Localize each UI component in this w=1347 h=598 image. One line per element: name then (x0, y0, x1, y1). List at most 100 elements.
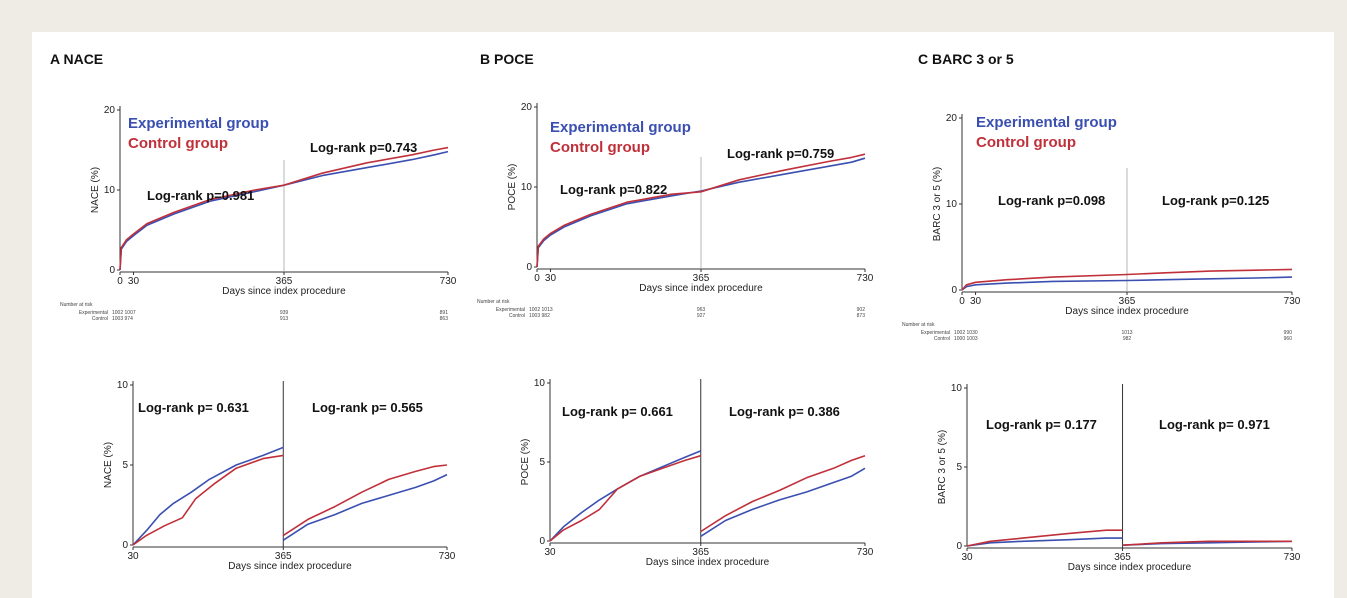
panel-A-top-risk-value-0-0: 1002 1007 (112, 310, 136, 316)
panel-C-top-risk-value-0-0: 1002 1030 (954, 330, 978, 336)
panel-A-top-x-label: Days since index procedure (222, 286, 346, 297)
panel-C-bottom-pvalue-1: Log-rank p= 0.971 (1159, 417, 1270, 432)
panel-B-top-y-label: POCE (%) (507, 164, 518, 211)
panel-C-top-xtick-label-0: 0 (959, 296, 965, 307)
panel-A-bottom-series-experimental (132, 446, 448, 546)
panel-A-bottom-y-label: NACE (%) (103, 442, 114, 488)
panel-A-bottom-ytick-label-2: 10 (117, 380, 129, 391)
panel-B-bottom-xtick-label-0: 30 (544, 547, 556, 558)
panel-B-top-pvalue-1: Log-rank p=0.759 (727, 146, 834, 161)
panel-A-top-risk-row-name-0: Experimental (79, 310, 108, 316)
panel-B-top-xtick-label-3: 730 (857, 273, 874, 284)
panel-C-bottom-xtick-label-1: 365 (1114, 552, 1131, 563)
panel-A-top-y-label: NACE (%) (90, 167, 101, 213)
panel-C-top-pvalue-1: Log-rank p=0.125 (1162, 193, 1269, 208)
figure-panel (32, 32, 1334, 598)
panel-C-top-ytick-label-2: 20 (946, 113, 958, 124)
panel-C-bottom-ytick-label-0: 0 (956, 541, 962, 552)
panel-A-top-risk-value-0-1: 939 (280, 310, 289, 316)
panel-C-top-risk-label: Number at risk (902, 322, 935, 328)
panel-A-bottom-pvalue-1: Log-rank p= 0.565 (312, 400, 423, 415)
panel-C-top-risk-value-1-2: 960 (1284, 336, 1293, 342)
panel-C-top-xtick-label-3: 730 (1284, 296, 1301, 307)
panel-B-top-xtick-label-2: 365 (693, 273, 710, 284)
panel-C-top-risk-value-0-2: 990 (1284, 330, 1293, 336)
panel-B-title: B POCE (480, 51, 534, 67)
panel-B-bottom-ytick-label-0: 0 (539, 536, 545, 547)
panel-A-bottom-ytick-label-1: 5 (122, 460, 128, 471)
panel-B-top-ytick-label-0: 0 (526, 262, 532, 273)
panel-C-top-risk-row-name-0: Experimental (921, 330, 950, 336)
panel-B-top-pvalue-0: Log-rank p=0.822 (560, 182, 667, 197)
panel-C-bottom-xtick-label-0: 30 (961, 552, 973, 563)
panel-A-bottom-series-control (132, 454, 448, 546)
panel-A-title: A NACE (50, 51, 103, 67)
panel-A-bottom-x-label: Days since index procedure (228, 561, 352, 572)
panel-A-top-xtick-label-1: 30 (128, 276, 140, 287)
panel-B-bottom-ytick-label-2: 10 (534, 378, 546, 389)
panel-C-top-pvalue-0: Log-rank p=0.098 (998, 193, 1105, 208)
panel-C-top-xtick-label-2: 365 (1119, 296, 1136, 307)
panel-B-top-ytick-label-1: 10 (521, 182, 533, 193)
panel-C-top-risk-value-1-1: 982 (1123, 336, 1132, 342)
panel-A-top-ytick-label-2: 20 (104, 105, 116, 116)
panel-B-bottom-xtick-label-2: 730 (857, 547, 874, 558)
panel-A-bottom-xtick-label-0: 30 (127, 551, 139, 562)
panel-C-top-series-control (961, 268, 1293, 291)
panel-A-top-risk-value-1-0: 1003 974 (112, 316, 133, 322)
panel-B-bottom-pvalue-0: Log-rank p= 0.661 (562, 404, 673, 419)
panel-B-top-risk-value-1-1: 927 (697, 313, 706, 319)
panel-B-top-legend-experimental: Experimental group (550, 119, 691, 136)
panel-C-top-xtick-label-1: 30 (970, 296, 982, 307)
panel-C-top-x-label: Days since index procedure (1065, 306, 1189, 317)
panel-B-top-risk-label: Number at risk (477, 299, 510, 305)
panel-A-bottom-ytick-label-0: 0 (122, 540, 128, 551)
panel-B-bottom-xtick-label-1: 365 (692, 547, 709, 558)
panel-C-top-series-experimental (961, 276, 1293, 291)
panel-A-bottom-xtick-label-1: 365 (275, 551, 292, 562)
panel-B-top-risk-row-name-1: Control (509, 313, 525, 319)
panel-B-top-xtick-label-1: 30 (545, 273, 557, 284)
panel-B-top-legend-control: Control group (550, 139, 650, 156)
panel-B-top-risk-row-name-0: Experimental (496, 307, 525, 313)
panel-A-top-legend-control: Control group (128, 135, 228, 152)
panel-A-top-risk-value-0-2: 891 (440, 310, 449, 316)
panel-C-top-ytick-label-0: 0 (951, 285, 957, 296)
panel-B-top-x-label: Days since index procedure (639, 283, 763, 294)
panel-C-top-legend-experimental: Experimental group (976, 114, 1117, 131)
panel-C-top-risk-value-0-1: 1013 (1121, 330, 1132, 336)
panel-A-top-series-experimental (119, 150, 449, 271)
panel-A-top-ytick-label-0: 0 (109, 265, 115, 276)
panel-B-bottom-pvalue-1: Log-rank p= 0.386 (729, 404, 840, 419)
panel-A-top-risk-row-name-1: Control (92, 316, 108, 322)
panel-A-top-xtick-label-3: 730 (440, 276, 457, 287)
panel-A-top-series-control (119, 146, 449, 271)
panel-B-top-series-experimental (536, 157, 866, 268)
panel-A-top-pvalue-0: Log-rank p=0.981 (147, 188, 254, 203)
panel-B-top-risk-value-0-0: 1002 1013 (529, 307, 553, 313)
panel-C-top-risk-row-name-1: Control (934, 336, 950, 342)
panel-B-top-xtick-label-0: 0 (534, 273, 540, 284)
panel-C-title: C BARC 3 or 5 (918, 51, 1014, 67)
panel-B-bottom-ytick-label-1: 5 (539, 457, 545, 468)
panel-B-bottom-x-label: Days since index procedure (646, 557, 770, 568)
panel-A-top-xtick-label-0: 0 (117, 276, 123, 287)
panel-B-top-risk-value-0-1: 963 (697, 307, 706, 313)
panel-C-top-y-label: BARC 3 or 5 (%) (932, 167, 943, 241)
panel-A-top-risk-value-1-2: 863 (440, 316, 449, 322)
panel-A-top-legend-experimental: Experimental group (128, 115, 269, 132)
panel-A-top-ytick-label-1: 10 (104, 185, 116, 196)
panel-B-top-series-control (536, 153, 866, 268)
panel-A-top-risk-value-1-1: 913 (280, 316, 289, 322)
panel-C-top-risk-value-1-0: 1000 1003 (954, 336, 978, 342)
panel-C-top-legend-control: Control group (976, 134, 1076, 151)
panel-C-top-ytick-label-1: 10 (946, 199, 958, 210)
panel-A-bottom-xtick-label-2: 730 (439, 551, 456, 562)
panel-C-bottom-y-label: BARC 3 or 5 (%) (937, 430, 948, 504)
panel-A-top-xtick-label-2: 365 (276, 276, 293, 287)
panel-B-top-risk-value-1-2: 873 (857, 313, 866, 319)
